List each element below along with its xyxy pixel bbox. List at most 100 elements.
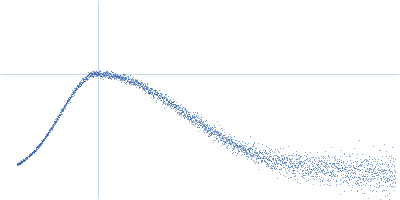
Point (191, 122, 198, 125)
Point (312, 156, 319, 160)
Point (222, 140, 228, 143)
Point (128, 78, 134, 81)
Point (46, 128, 53, 131)
Point (39, 141, 45, 144)
Point (213, 130, 219, 134)
Point (286, 160, 292, 163)
Point (182, 107, 188, 110)
Point (105, 76, 111, 80)
Point (346, 178, 353, 181)
Point (27, 153, 34, 156)
Point (209, 131, 216, 134)
Point (72, 90, 78, 93)
Point (356, 167, 362, 171)
Point (202, 125, 208, 129)
Point (72, 87, 79, 90)
Point (171, 99, 178, 102)
Point (84, 77, 90, 80)
Point (372, 172, 379, 175)
Point (302, 163, 308, 166)
Point (353, 167, 360, 170)
Point (129, 81, 136, 84)
Point (120, 80, 127, 83)
Point (122, 76, 128, 79)
Point (177, 108, 183, 111)
Point (101, 73, 108, 76)
Point (104, 76, 111, 80)
Point (283, 156, 290, 159)
Point (350, 174, 357, 178)
Point (219, 134, 225, 137)
Point (160, 95, 166, 99)
Point (141, 86, 148, 89)
Point (31, 149, 37, 153)
Point (348, 151, 355, 155)
Point (219, 129, 226, 132)
Point (218, 131, 224, 135)
Point (94, 74, 101, 77)
Point (250, 153, 256, 156)
Point (213, 136, 220, 140)
Point (392, 182, 398, 185)
Point (82, 75, 88, 78)
Point (329, 161, 335, 164)
Point (368, 176, 374, 179)
Point (332, 173, 338, 176)
Point (210, 129, 217, 133)
Point (322, 156, 328, 160)
Point (58, 108, 64, 111)
Point (210, 129, 217, 133)
Point (166, 102, 172, 106)
Point (368, 178, 374, 181)
Point (212, 133, 218, 136)
Point (73, 88, 80, 91)
Point (350, 163, 356, 166)
Point (101, 74, 108, 77)
Point (286, 159, 293, 162)
Point (190, 119, 196, 122)
Point (196, 121, 202, 124)
Point (244, 148, 250, 151)
Point (152, 88, 159, 91)
Point (286, 162, 293, 165)
Point (351, 146, 357, 150)
Point (81, 79, 87, 83)
Point (158, 93, 164, 96)
Point (194, 126, 200, 129)
Point (72, 88, 78, 92)
Point (161, 96, 167, 100)
Point (167, 98, 173, 101)
Point (356, 176, 362, 179)
Point (233, 143, 240, 146)
Point (37, 144, 43, 147)
Point (277, 163, 284, 166)
Point (42, 135, 48, 139)
Point (136, 83, 142, 87)
Point (259, 152, 265, 156)
Point (117, 76, 123, 79)
Point (158, 95, 164, 98)
Point (310, 174, 316, 177)
Point (37, 142, 44, 145)
Point (212, 131, 219, 134)
Point (306, 156, 312, 159)
Point (292, 161, 299, 165)
Point (232, 145, 238, 148)
Point (278, 168, 284, 171)
Point (63, 102, 69, 105)
Point (27, 154, 33, 157)
Point (144, 86, 150, 89)
Point (287, 165, 294, 168)
Point (172, 103, 178, 106)
Point (365, 197, 371, 200)
Point (183, 109, 189, 112)
Point (143, 86, 150, 89)
Point (164, 103, 171, 106)
Point (295, 153, 302, 157)
Point (64, 99, 70, 102)
Point (273, 160, 279, 163)
Point (185, 113, 192, 116)
Point (267, 158, 273, 162)
Point (192, 119, 198, 122)
Point (186, 114, 192, 117)
